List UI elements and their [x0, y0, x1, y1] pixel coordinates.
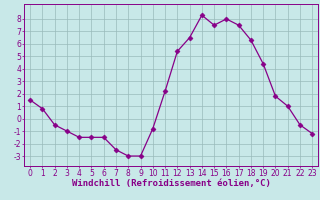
X-axis label: Windchill (Refroidissement éolien,°C): Windchill (Refroidissement éolien,°C): [72, 179, 271, 188]
